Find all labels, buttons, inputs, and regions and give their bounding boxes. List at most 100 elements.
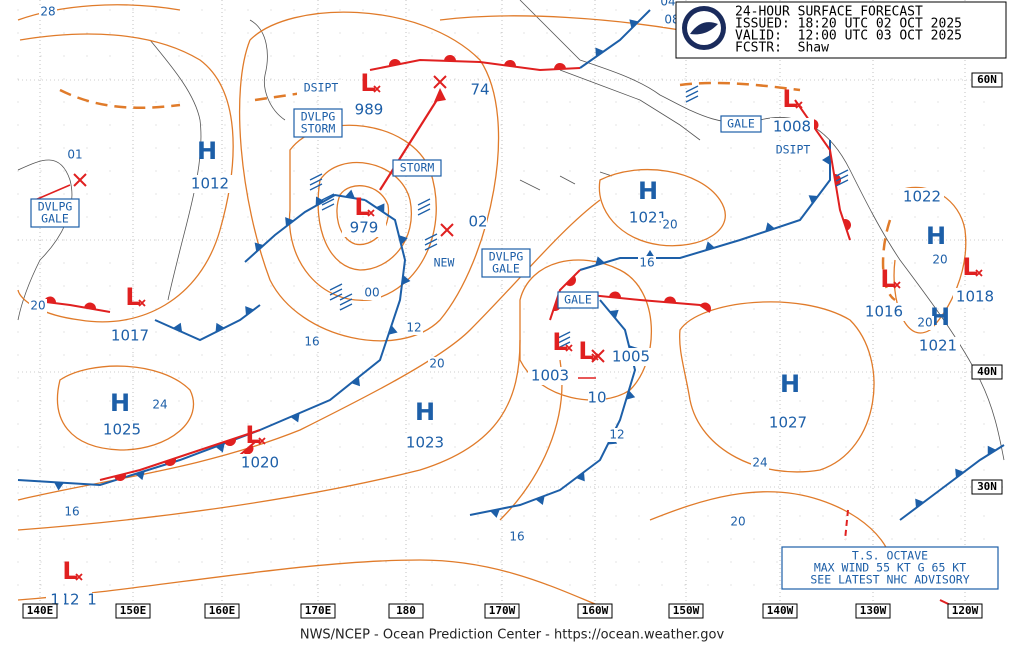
grid-dot bbox=[684, 492, 686, 494]
grid-dot bbox=[201, 446, 203, 448]
grid-dot bbox=[868, 101, 870, 103]
grid-dot bbox=[799, 377, 801, 379]
grid-dot bbox=[684, 400, 686, 402]
grid-dot bbox=[247, 124, 249, 126]
grid-dot bbox=[63, 446, 65, 448]
grid-dot bbox=[500, 216, 502, 218]
grid-dot bbox=[293, 285, 295, 287]
grid-dot bbox=[63, 193, 65, 195]
grid-dot bbox=[753, 262, 755, 264]
grid-dot bbox=[523, 9, 525, 11]
warm-front-bump bbox=[164, 458, 176, 466]
grid-dot bbox=[868, 515, 870, 517]
grid-dot bbox=[40, 446, 42, 448]
grid-dot bbox=[891, 101, 893, 103]
isobar-label: 1 bbox=[87, 591, 97, 609]
grid-dot bbox=[684, 423, 686, 425]
grid-dot bbox=[224, 423, 226, 425]
advisory-line: MAX WIND 55 KT G 65 KT bbox=[814, 561, 966, 575]
grid-dot bbox=[270, 515, 272, 517]
grid-dot bbox=[454, 584, 456, 586]
grid-dot bbox=[132, 561, 134, 563]
grid-dot bbox=[615, 308, 617, 310]
grid-dot bbox=[178, 193, 180, 195]
warm-front-bump bbox=[554, 63, 566, 70]
wind-barb bbox=[321, 193, 335, 201]
grid-dot bbox=[224, 446, 226, 448]
grid-dot bbox=[891, 446, 893, 448]
grid-dot bbox=[822, 239, 824, 241]
longitude-label: 140W bbox=[767, 604, 794, 617]
pressure-bg bbox=[342, 219, 386, 237]
grid-dot bbox=[477, 492, 479, 494]
grid-dot bbox=[638, 515, 640, 517]
cold-front-barb bbox=[576, 472, 585, 482]
grid-dot bbox=[339, 239, 341, 241]
pressure-bg bbox=[953, 288, 997, 306]
grid-dot bbox=[845, 423, 847, 425]
grid-dot bbox=[86, 78, 88, 80]
grid-dot bbox=[707, 78, 709, 80]
grid-dot bbox=[730, 423, 732, 425]
cold-front-barb bbox=[388, 325, 398, 335]
grid-dot bbox=[109, 147, 111, 149]
grid-dot bbox=[178, 584, 180, 586]
grid-dot bbox=[914, 377, 916, 379]
header-valid: VALID: 12:00 UTC 03 OCT 2025 bbox=[735, 29, 962, 44]
grid-dot bbox=[431, 308, 433, 310]
grid-dot bbox=[454, 331, 456, 333]
grid-dot bbox=[661, 492, 663, 494]
isobar-label: 16 bbox=[509, 530, 524, 544]
grid-dot bbox=[408, 9, 410, 11]
grid-dot bbox=[983, 147, 985, 149]
low-symbol: L bbox=[880, 265, 895, 293]
grid-dot bbox=[86, 469, 88, 471]
grid-dot bbox=[914, 147, 916, 149]
grid-dot bbox=[937, 331, 939, 333]
grid-dot bbox=[730, 377, 732, 379]
grid-dot bbox=[17, 170, 19, 172]
longitude-box bbox=[300, 603, 336, 619]
grid-dot bbox=[891, 538, 893, 540]
grid-dot bbox=[316, 584, 318, 586]
grid-dot bbox=[201, 308, 203, 310]
grid-dot bbox=[132, 147, 134, 149]
grid-dot bbox=[707, 561, 709, 563]
grid-dot bbox=[201, 331, 203, 333]
future-position bbox=[440, 223, 454, 237]
grid-dot bbox=[224, 538, 226, 540]
central-pressure: 1005 bbox=[612, 348, 650, 366]
wind-barb bbox=[339, 298, 353, 306]
low-center bbox=[373, 85, 381, 93]
grid-dot bbox=[201, 469, 203, 471]
grid-dot bbox=[500, 239, 502, 241]
grid-dot bbox=[661, 354, 663, 356]
grid-dot bbox=[684, 193, 686, 195]
annotation-box bbox=[392, 159, 442, 177]
warm-front-bump bbox=[843, 219, 851, 231]
grid-dot bbox=[431, 561, 433, 563]
grid-dot bbox=[454, 308, 456, 310]
wind-barb bbox=[417, 203, 431, 211]
grid-dot bbox=[707, 170, 709, 172]
grid-dot bbox=[799, 331, 801, 333]
grid-dot bbox=[592, 216, 594, 218]
grid-dot bbox=[431, 32, 433, 34]
grid-dot bbox=[845, 78, 847, 80]
grid-dot bbox=[960, 262, 962, 264]
grid-dot bbox=[546, 147, 548, 149]
grid-dot bbox=[362, 584, 364, 586]
grid-dot bbox=[822, 170, 824, 172]
grid-dot bbox=[960, 124, 962, 126]
grid-dot bbox=[960, 354, 962, 356]
grid-dot bbox=[270, 32, 272, 34]
isobar-label: 16 bbox=[639, 256, 654, 270]
grid-dot bbox=[776, 584, 778, 586]
grid-dot bbox=[569, 216, 571, 218]
grid-dot bbox=[661, 584, 663, 586]
grid-dot bbox=[546, 400, 548, 402]
grid-dot bbox=[178, 55, 180, 57]
grid-dot bbox=[40, 147, 42, 149]
grid-dot bbox=[661, 239, 663, 241]
grid-dot bbox=[431, 55, 433, 57]
